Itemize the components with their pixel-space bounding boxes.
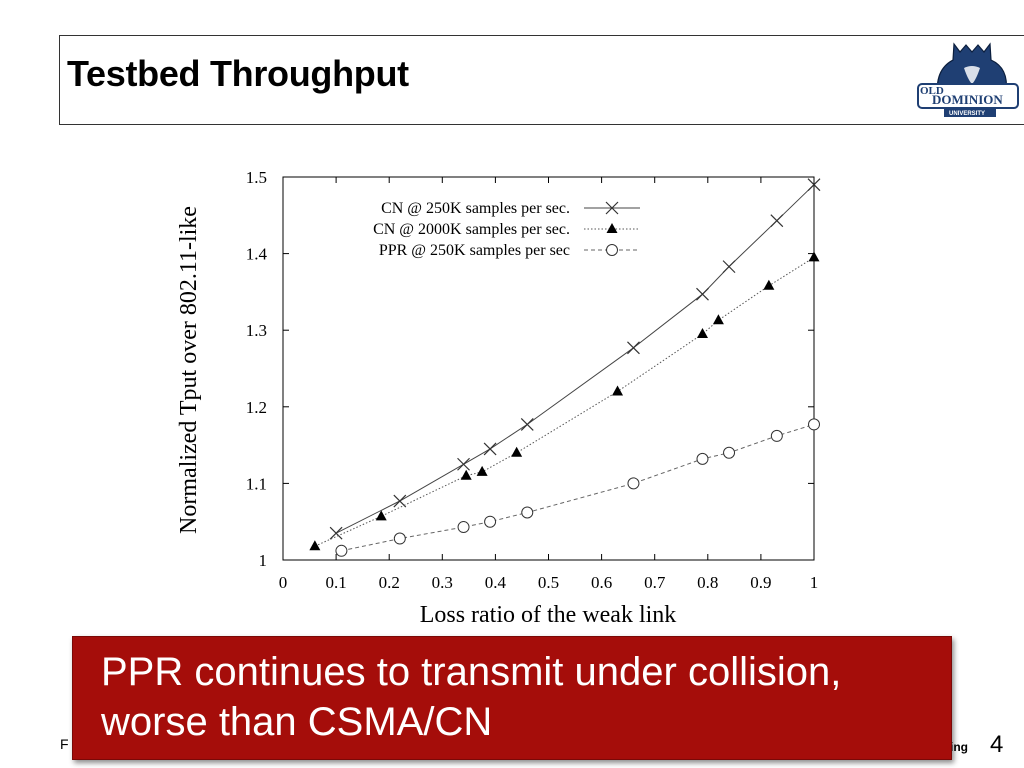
- legend-marker-1: [605, 201, 619, 215]
- logo-text-old: OLD: [920, 85, 944, 97]
- y-tick-label: 1.1: [246, 474, 267, 493]
- y-axis-title: Normalized Tput over 802.11-like: [176, 206, 202, 534]
- footer-right-text: ing: [950, 740, 968, 754]
- title-box: Testbed Throughput OLD DOMINION UNIVERSI…: [59, 35, 1024, 125]
- callout-text: PPR continues to transmit under collisio…: [101, 650, 842, 744]
- data-point-series-3: [457, 521, 470, 534]
- callout-box: PPR continues to transmit under collisio…: [72, 636, 952, 760]
- data-point-series-2: [460, 469, 472, 480]
- data-point-series-3: [521, 506, 534, 519]
- x-tick-label: 0.7: [644, 573, 666, 592]
- x-axis-title: Loss ratio of the weak link: [420, 602, 677, 628]
- logo-text-dominion: DOMINION: [932, 92, 1003, 107]
- slide-title: Testbed Throughput: [67, 53, 409, 94]
- data-point-series-3: [808, 418, 820, 431]
- legend-marker-3: [606, 244, 618, 256]
- page-number: 4: [990, 731, 1004, 758]
- university-logo: OLD DOMINION UNIVERSITY: [917, 42, 1019, 117]
- y-tick-label: 1.3: [246, 321, 267, 340]
- legend-marker-2: [606, 223, 618, 233]
- data-point-series-2: [712, 314, 724, 325]
- data-point-series-2: [375, 510, 387, 521]
- series-line-2: [314, 256, 815, 547]
- data-point-series-3: [696, 452, 709, 465]
- legend-label-1: CN @ 250K samples per sec.: [381, 200, 570, 217]
- data-point-series-3: [484, 515, 497, 528]
- x-tick-label: 0.1: [325, 573, 346, 592]
- data-point-series-1: [722, 260, 736, 274]
- footer-left-text: F: [60, 736, 69, 752]
- data-point-series-2: [612, 385, 624, 396]
- data-point-series-2: [309, 540, 321, 551]
- x-tick-label: 0.3: [432, 573, 453, 592]
- data-point-series-2: [476, 465, 488, 476]
- data-point-series-3: [335, 544, 348, 557]
- x-tick-label: 0.4: [485, 573, 507, 592]
- x-tick-label: 0.8: [697, 573, 718, 592]
- data-point-series-1: [627, 341, 640, 355]
- data-point-series-1: [457, 457, 470, 471]
- y-tick-label: 1.2: [246, 398, 267, 417]
- x-tick-label: 0.6: [591, 573, 612, 592]
- logo-text-university: UNIVERSITY: [949, 111, 985, 117]
- data-point-series-2: [696, 328, 708, 339]
- x-tick-label: 1: [810, 573, 819, 592]
- legend-label-2: CN @ 2000K samples per sec.: [373, 221, 570, 238]
- y-tick-label: 1.4: [246, 245, 268, 264]
- data-point-series-1: [696, 287, 709, 301]
- data-point-series-2: [763, 279, 775, 290]
- data-point-series-1: [329, 526, 343, 540]
- x-tick-label: 0.9: [750, 573, 771, 592]
- data-point-series-3: [723, 446, 736, 459]
- data-point-series-3: [770, 429, 783, 442]
- data-point-series-1: [770, 214, 784, 228]
- series-line-3: [341, 423, 815, 552]
- series-line-1: [335, 184, 815, 534]
- x-tick-label: 0.2: [379, 573, 400, 592]
- data-point-series-1: [483, 442, 497, 456]
- y-tick-label: 1: [259, 551, 268, 570]
- x-tick-label: 0: [279, 573, 288, 592]
- data-point-series-3: [393, 532, 406, 545]
- data-point-series-3: [627, 477, 640, 490]
- data-point-series-2: [808, 251, 820, 262]
- y-tick-label: 1.5: [246, 168, 267, 187]
- data-point-series-1: [807, 178, 821, 192]
- x-tick-label: 0.5: [538, 573, 559, 592]
- data-point-series-2: [511, 446, 523, 457]
- legend-label-3: PPR @ 250K samples per sec: [379, 242, 570, 259]
- data-point-series-1: [520, 417, 534, 431]
- plot-area: 0 0.1 0.2 0.3 0.4 0.5 0.6 0.7 0.8 0.9 1 1 1.1 1.2 1.3 1…: [246, 168, 821, 592]
